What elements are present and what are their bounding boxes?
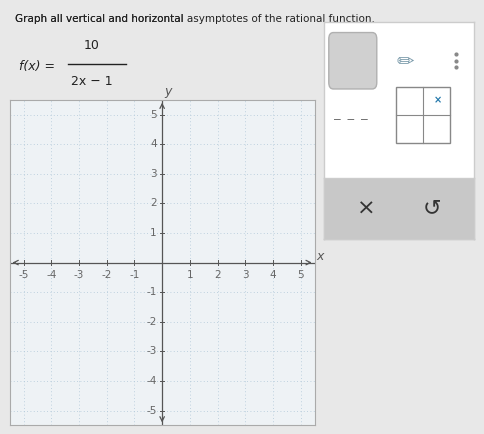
Text: -1: -1 — [146, 287, 157, 297]
Text: -3: -3 — [146, 346, 157, 356]
Text: -4: -4 — [146, 376, 157, 386]
Text: Graph all vertical and horizontal: Graph all vertical and horizontal — [15, 14, 186, 24]
Text: ×: × — [434, 95, 442, 105]
Text: 1: 1 — [150, 228, 157, 238]
Text: 2x − 1: 2x − 1 — [71, 75, 113, 88]
Text: 3: 3 — [150, 169, 157, 179]
Text: f(x) =: f(x) = — [19, 60, 55, 73]
Text: 4: 4 — [270, 270, 276, 280]
Text: -2: -2 — [102, 270, 112, 280]
Text: -3: -3 — [74, 270, 84, 280]
FancyBboxPatch shape — [396, 87, 450, 143]
Text: ✏: ✏ — [396, 51, 414, 71]
Text: ×: × — [357, 198, 376, 218]
FancyBboxPatch shape — [329, 33, 377, 89]
Text: 2: 2 — [214, 270, 221, 280]
Text: -5: -5 — [18, 270, 29, 280]
Text: 2: 2 — [150, 198, 157, 208]
Text: 1: 1 — [186, 270, 193, 280]
Text: 5: 5 — [298, 270, 304, 280]
Text: y: y — [165, 85, 172, 99]
Text: -1: -1 — [129, 270, 139, 280]
Text: 5: 5 — [150, 110, 157, 120]
Text: -2: -2 — [146, 317, 157, 327]
Text: Graph all vertical and horizontal asymptotes of the rational function.: Graph all vertical and horizontal asympt… — [15, 14, 375, 24]
Text: 3: 3 — [242, 270, 249, 280]
Text: — — —: — — — — [334, 114, 368, 125]
Text: x: x — [316, 250, 323, 263]
Text: ↺: ↺ — [423, 198, 441, 218]
Text: 10: 10 — [84, 39, 100, 53]
Text: -4: -4 — [46, 270, 57, 280]
Text: -5: -5 — [146, 405, 157, 415]
Text: 4: 4 — [150, 139, 157, 149]
